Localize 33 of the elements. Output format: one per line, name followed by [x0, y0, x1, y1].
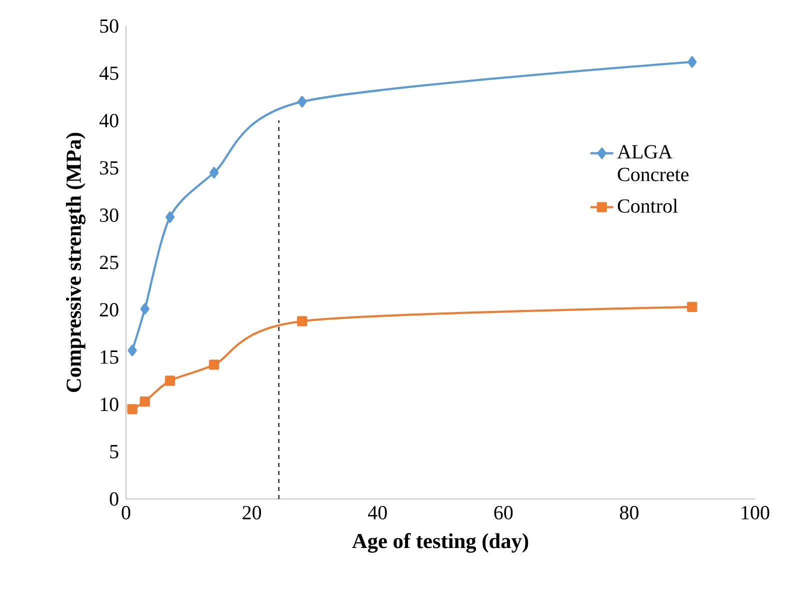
y-tick-label: 45	[99, 66, 118, 80]
x-tick-label: 80	[620, 506, 638, 520]
y-tick-label: 25	[100, 256, 118, 270]
point	[140, 396, 150, 407]
point	[164, 376, 176, 386]
legend-label: Control	[618, 198, 678, 213]
x-tick-label: 0	[122, 506, 130, 520]
x-tick-label: 40	[368, 506, 387, 520]
point	[165, 211, 175, 223]
y-axis-title: Compressive strength (MPa)	[66, 132, 86, 392]
point	[140, 303, 150, 315]
x-tick-label: 20	[242, 506, 262, 520]
y-tick-label: 5	[110, 445, 118, 458]
point	[208, 360, 220, 370]
point	[298, 96, 307, 108]
y-tick-label: 50	[100, 19, 118, 33]
y-tick-label: 40	[99, 114, 118, 128]
y-tick-label: 35	[100, 161, 118, 175]
x-tick-label: 60	[494, 506, 513, 520]
legend-label: ALGA Concrete	[617, 145, 688, 182]
x-tick-label: 100	[742, 506, 770, 520]
point	[209, 166, 219, 178]
y-tick-label: 20	[100, 303, 118, 317]
point	[128, 344, 137, 356]
point	[687, 302, 698, 312]
point	[127, 404, 138, 414]
y-tick-label: 10	[100, 398, 118, 412]
y-tick-label: 30	[100, 208, 118, 222]
x-axis-title: Age of testing (day)	[352, 533, 528, 553]
y-tick-label: 0	[110, 492, 118, 506]
point	[297, 316, 308, 326]
point	[688, 56, 697, 68]
y-tick-label: 15	[100, 350, 118, 364]
